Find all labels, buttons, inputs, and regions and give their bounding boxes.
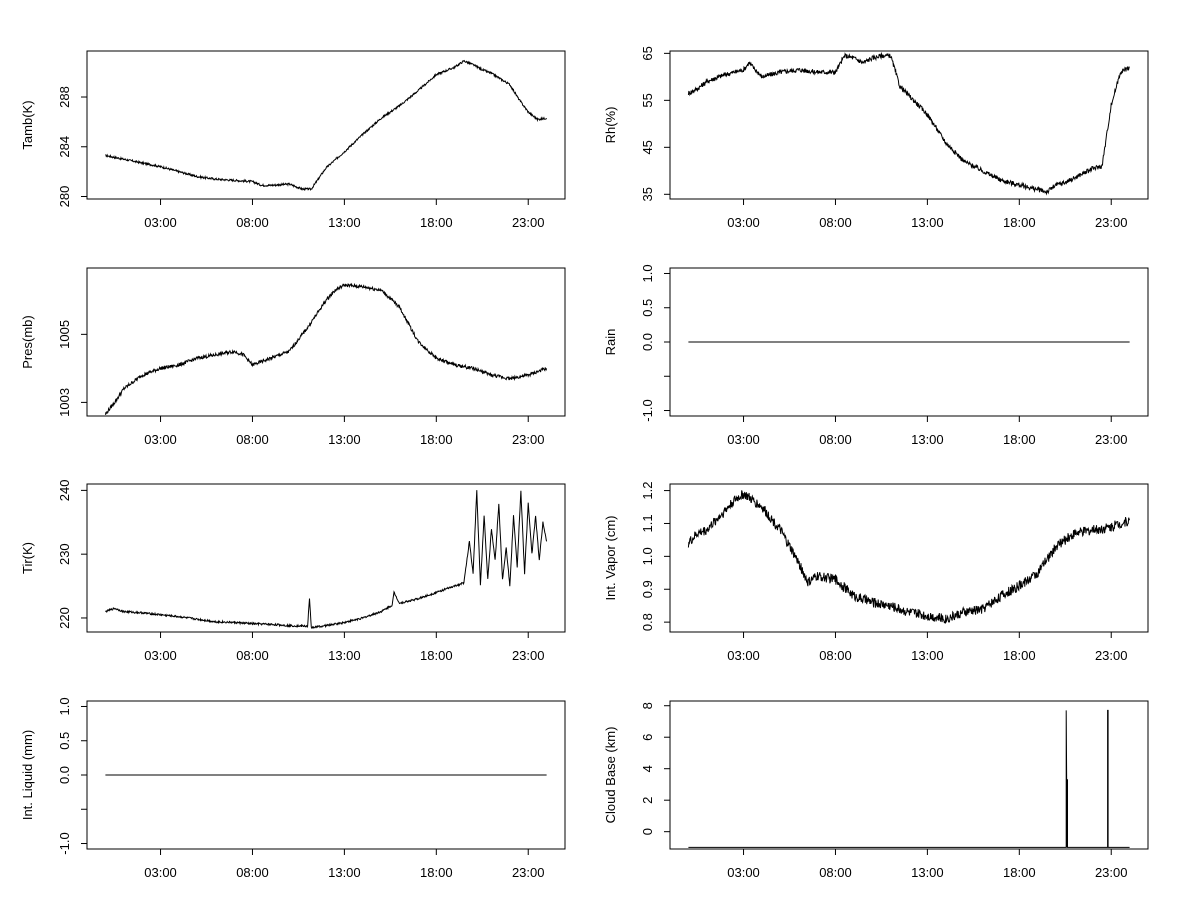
- x-tick-label: 03:00: [144, 215, 177, 230]
- y-tick-label: 1005: [57, 320, 72, 349]
- plot-frame: [669, 700, 1149, 850]
- panel-7: 03:00 08:00 13:00 18:00 23:00 -1.0 0.0 0.5 1.0 In…: [20, 697, 566, 880]
- y-tick-label: 55: [640, 93, 655, 107]
- y-tick-label: 0.8: [640, 613, 655, 631]
- y-tick-label: 280: [57, 186, 72, 208]
- x-tick-label: 18:00: [1003, 865, 1036, 880]
- plot-frame: [86, 267, 566, 417]
- series-line: [688, 709, 1130, 848]
- series-line: [687, 51, 1130, 196]
- x-tick-label: 18:00: [1003, 215, 1036, 230]
- y-tick-label: 1.1: [640, 514, 655, 532]
- x-tick-label: 23:00: [512, 215, 545, 230]
- x-tick-label: 08:00: [236, 432, 269, 447]
- panel-8: 03:00 08:00 13:00 18:00 23:00 0 2 4 6 8 Cloud Base…: [603, 700, 1149, 880]
- y-tick-label: 8: [640, 702, 655, 709]
- y-tick-label: -1.0: [57, 832, 72, 854]
- x-tick-label: 13:00: [328, 215, 361, 230]
- y-axis-label: Cloud Base (km): [603, 727, 618, 824]
- x-tick-label: 13:00: [328, 432, 361, 447]
- series-line: [105, 59, 548, 192]
- y-tick-label: 4: [640, 765, 655, 772]
- panel-4: 03:00 08:00 13:00 18:00 23:00 -1.0 0.0 0.5 1.0 Ra…: [603, 264, 1149, 447]
- x-tick-label: 18:00: [420, 215, 453, 230]
- y-tick-label: 220: [57, 607, 72, 629]
- y-tick-label: 1003: [57, 388, 72, 417]
- series-line: [687, 490, 1131, 624]
- x-tick-label: 03:00: [727, 215, 760, 230]
- x-tick-label: 08:00: [236, 865, 269, 880]
- y-tick-label: 1.2: [640, 482, 655, 500]
- panel-1: 03:00 08:00 13:00 18:00 23:00 280 284 288 Tamb(K…: [20, 50, 566, 230]
- x-tick-label: 18:00: [420, 432, 453, 447]
- x-tick-label: 08:00: [236, 215, 269, 230]
- plot-frame: [86, 50, 566, 200]
- y-axis-label: Int. Liquid (mm): [20, 730, 35, 820]
- x-tick-label: 13:00: [911, 648, 944, 663]
- x-tick-label: 13:00: [328, 865, 361, 880]
- x-tick-label: 18:00: [1003, 432, 1036, 447]
- x-tick-label: 23:00: [1095, 432, 1128, 447]
- x-tick-label: 13:00: [328, 648, 361, 663]
- y-tick-label: 0: [640, 828, 655, 835]
- x-tick-label: 13:00: [911, 432, 944, 447]
- y-tick-label: -1.0: [640, 399, 655, 421]
- x-tick-label: 03:00: [727, 648, 760, 663]
- y-tick-label: 0.5: [640, 299, 655, 317]
- x-tick-label: 08:00: [819, 215, 852, 230]
- x-tick-label: 23:00: [512, 865, 545, 880]
- y-tick-label: 0.0: [57, 766, 72, 784]
- x-tick-label: 23:00: [1095, 648, 1128, 663]
- y-tick-label: 0.9: [640, 580, 655, 598]
- x-tick-label: 13:00: [911, 865, 944, 880]
- y-tick-label: 65: [640, 46, 655, 60]
- y-axis-label: Rain: [603, 329, 618, 356]
- y-tick-label: 35: [640, 187, 655, 201]
- y-tick-label: 1.0: [640, 547, 655, 565]
- plot-frame: [86, 483, 566, 633]
- x-tick-label: 23:00: [512, 432, 545, 447]
- y-tick-label: 2: [640, 797, 655, 804]
- panel-2: 03:00 08:00 13:00 18:00 23:00 35 45 55 65 Rh(%): [603, 46, 1149, 230]
- x-tick-label: 08:00: [236, 648, 269, 663]
- y-tick-label: 1.0: [57, 697, 72, 715]
- series-line: [105, 490, 548, 630]
- y-tick-label: 6: [640, 734, 655, 741]
- series-line: [104, 282, 548, 415]
- x-tick-label: 18:00: [1003, 648, 1036, 663]
- x-tick-label: 23:00: [512, 648, 545, 663]
- x-tick-label: 08:00: [819, 648, 852, 663]
- x-tick-label: 03:00: [727, 432, 760, 447]
- y-tick-label: 45: [640, 140, 655, 154]
- panel-6: 03:00 08:00 13:00 18:00 23:00 0.8 0.9 1.0 1.1 1.2…: [603, 482, 1149, 663]
- y-tick-label: 230: [57, 543, 72, 565]
- x-tick-label: 18:00: [420, 865, 453, 880]
- y-axis-label: Rh(%): [603, 107, 618, 144]
- plot-frame: [669, 483, 1149, 633]
- y-axis-label: Tamb(K): [20, 100, 35, 149]
- y-tick-label: 1.0: [640, 264, 655, 282]
- x-tick-label: 23:00: [1095, 215, 1128, 230]
- x-tick-label: 08:00: [819, 432, 852, 447]
- panel-5: 03:00 08:00 13:00 18:00 23:00 220 230 240 Tir(K): [20, 480, 566, 663]
- y-axis-label: Pres(mb): [20, 315, 35, 368]
- y-axis-label: Tir(K): [20, 542, 35, 574]
- y-tick-label: 0.0: [640, 333, 655, 351]
- y-axis-label: Int. Vapor (cm): [603, 515, 618, 600]
- y-tick-label: 284: [57, 136, 72, 158]
- x-tick-label: 13:00: [911, 215, 944, 230]
- y-tick-label: 0.5: [57, 732, 72, 750]
- panel-3: 03:00 08:00 13:00 18:00 23:00 1003 1005 Pres(mb…: [20, 267, 566, 447]
- x-tick-label: 18:00: [420, 648, 453, 663]
- x-tick-label: 08:00: [819, 865, 852, 880]
- plot-frame: [669, 50, 1149, 200]
- y-tick-label: 288: [57, 86, 72, 108]
- y-tick-label: 240: [57, 480, 72, 502]
- x-tick-label: 03:00: [144, 432, 177, 447]
- x-tick-label: 03:00: [144, 865, 177, 880]
- x-tick-label: 03:00: [144, 648, 177, 663]
- x-tick-label: 23:00: [1095, 865, 1128, 880]
- x-tick-label: 03:00: [727, 865, 760, 880]
